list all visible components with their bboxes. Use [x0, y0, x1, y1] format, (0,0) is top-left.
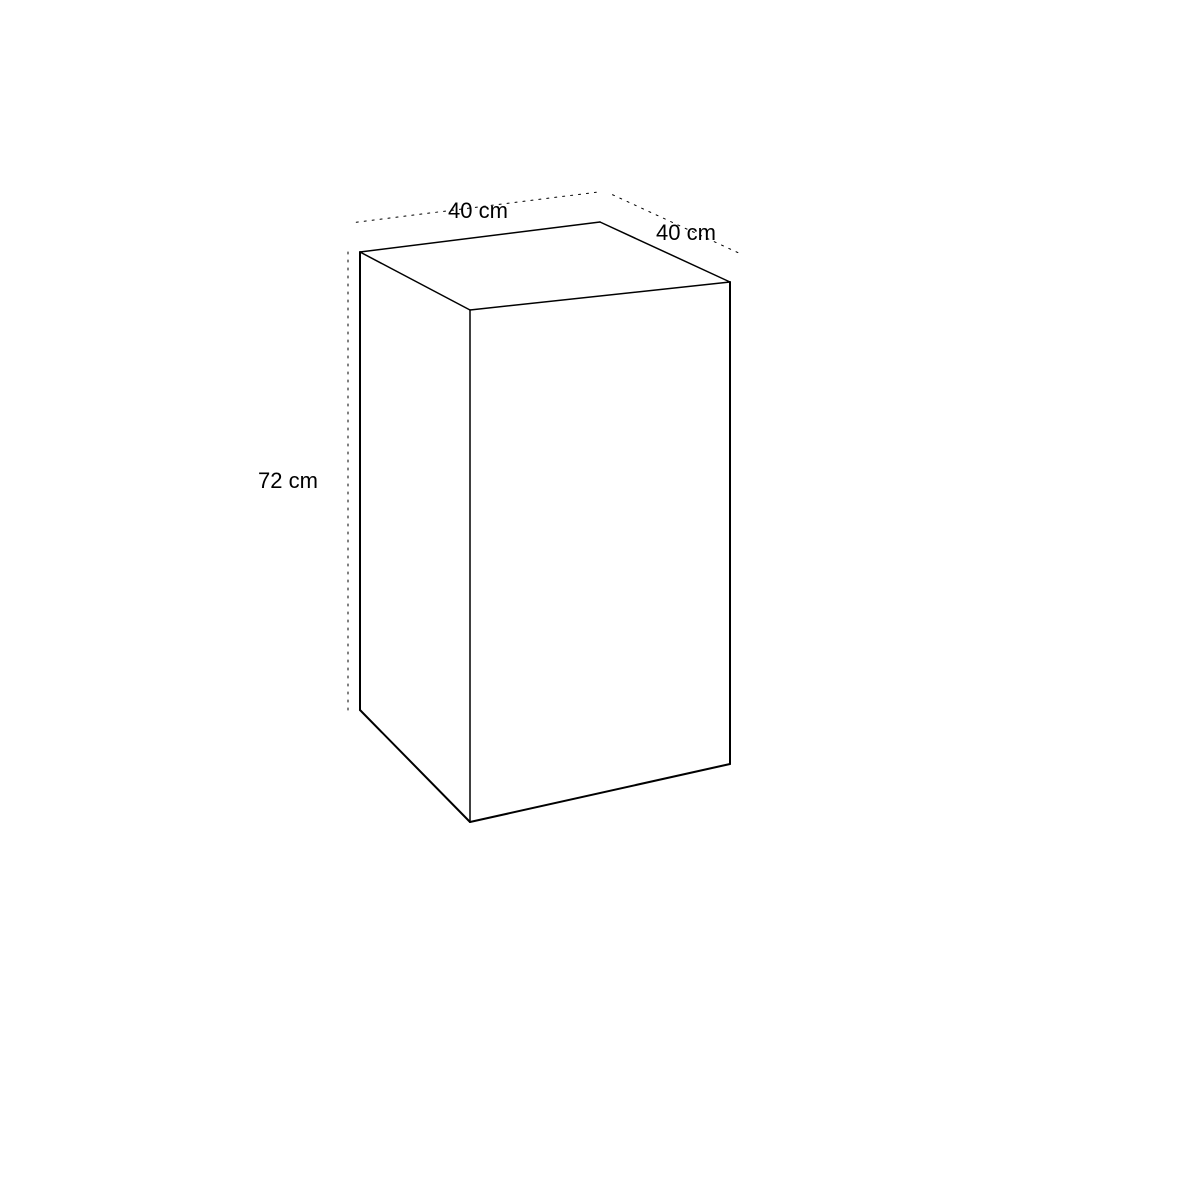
dimension-label-depth: 40 cm	[656, 220, 716, 246]
dimension-guides	[348, 192, 743, 710]
box-diagram-svg	[0, 0, 1200, 1200]
dimension-label-height: 72 cm	[258, 468, 318, 494]
box-wireframe	[360, 222, 730, 822]
diagram-stage: 40 cm 40 cm 72 cm	[0, 0, 1200, 1200]
dimension-label-width: 40 cm	[448, 198, 508, 224]
